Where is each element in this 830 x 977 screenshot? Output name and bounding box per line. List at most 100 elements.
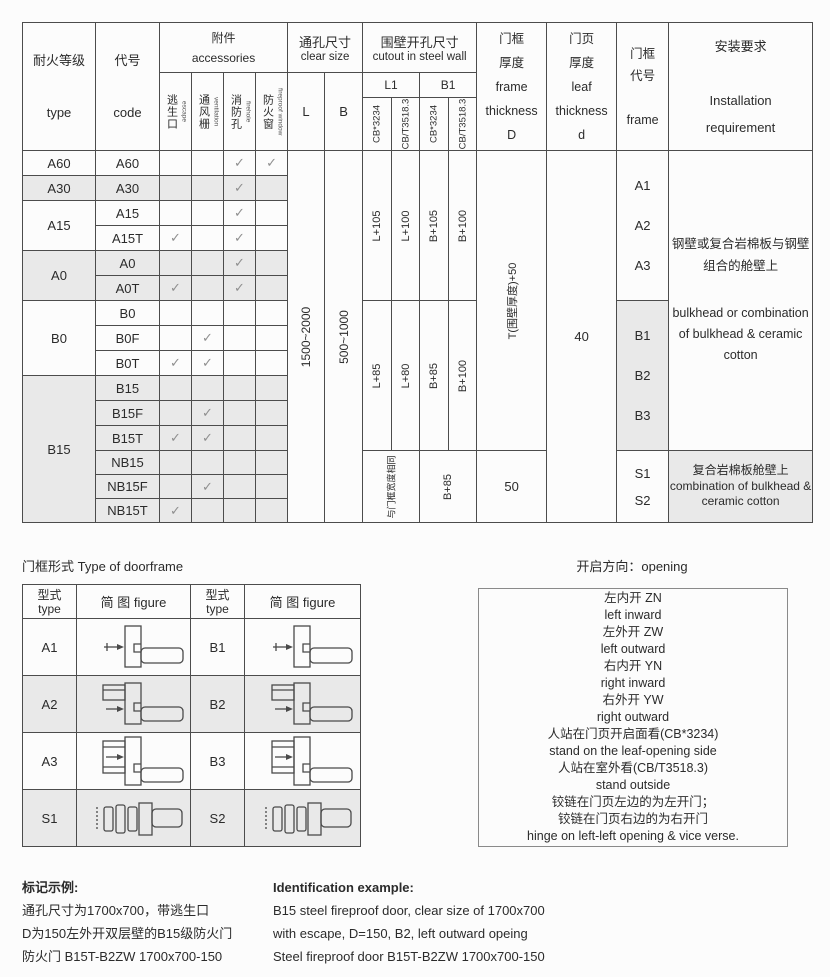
frame-b2-figure <box>244 675 361 733</box>
frames-header-figure: 简 图 figure <box>76 584 191 619</box>
opening-line: hinge on left-left opening & vice verse. <box>527 829 739 843</box>
opening-direction-box: 左内开 ZN left inward 左外开 ZW left outward 右… <box>478 588 788 847</box>
col-header-ventilation: 通风栅 ventilation <box>191 72 224 151</box>
opening-line: 左外开 ZW <box>602 625 664 639</box>
leaf-thickness-cell: 40 <box>546 150 618 523</box>
type-cell: B0 <box>22 300 96 376</box>
col-header-frame-thickness: 门框 厚度 frame thickness D <box>476 22 548 151</box>
example-zh-line: 通孔尺寸为1700x700，带逃生口 <box>22 903 210 918</box>
frame-type-label: B1 <box>190 618 245 676</box>
frame-a1-figure <box>76 618 191 676</box>
doorframe-section-title: 门框形式 Type of doorframe <box>22 559 184 574</box>
table-row: A15 A15 ✓ <box>22 200 813 251</box>
frames-header-figure: 简 图 figure <box>244 584 361 619</box>
opening-line: 铰链在门页右边的为右开门 <box>557 812 708 826</box>
frame-s1-figure <box>76 789 191 847</box>
frame-codes-s-cell: S1 S2 <box>616 450 670 523</box>
type-cell: A60 <box>22 150 96 176</box>
example-en-line: with escape, D=150, B2, left outward ope… <box>273 926 528 941</box>
opening-line: 人站在室外看(CB/T3518.3) <box>557 761 709 775</box>
opening-line: stand on the leaf-opening side <box>549 744 717 758</box>
table-row: B0T ✓ ✓ <box>23 350 813 376</box>
doorframe-table: 型式 type 简 图 figure 型式 type 简 图 figure A1… <box>22 584 361 847</box>
check-cell <box>191 150 224 176</box>
col-header-L1-std2: CB/T3518.3 <box>391 97 421 151</box>
code-cell: A0 <box>95 250 160 276</box>
frame-b3-figure <box>244 732 361 790</box>
code-cell: NB15 <box>95 450 160 475</box>
frame-a2-figure <box>76 675 191 733</box>
spec-table: 耐火等级 type 代号 code 附件 accessories 通孔尺寸 cle… <box>22 22 814 523</box>
example-zh-title: 标记示例: <box>22 880 79 895</box>
col-header-installation: 安装要求 Installation requirement <box>668 22 814 151</box>
opening-line: 人站在门页开启面看(CB*3234) <box>547 727 719 741</box>
cutout-value-cell: L+80 <box>391 300 421 451</box>
code-cell: B0T <box>95 350 160 376</box>
table-row: A30 A30 ✓ <box>22 175 813 201</box>
cutout-value-cell: B+100 <box>448 300 478 451</box>
col-header-L1: L1 <box>362 72 421 98</box>
code-cell: A15T <box>95 225 160 251</box>
opening-line: 左内开 ZN <box>604 591 662 605</box>
frame-type-label: S2 <box>190 789 245 847</box>
code-cell: A0T <box>95 275 160 301</box>
example-en-line: B15 steel fireproof door, clear size of … <box>273 903 545 918</box>
check-cell: ✓ <box>254 150 289 176</box>
col-header-L1-std1: CB*3234 <box>362 97 393 151</box>
code-cell: B0F <box>95 325 160 351</box>
cutout-value-cell: B+100 <box>448 150 478 301</box>
check-cell <box>159 150 192 176</box>
cutout-value-cell: L+105 <box>362 150 393 301</box>
frame-type-label: A3 <box>22 732 77 790</box>
code-cell: NB15F <box>95 474 160 499</box>
col-header-fireproof-window: 防火窗 fireproof window <box>254 72 289 151</box>
col-header-L: L <box>287 72 326 151</box>
frame-type-label: S1 <box>22 789 77 847</box>
opening-line: left outward <box>600 642 666 656</box>
col-header-code: 代号 code <box>95 22 160 151</box>
col-header-accessories: 附件 accessories <box>158 22 289 73</box>
col-header-fire-rating: 耐火等级 type <box>22 22 96 151</box>
example-zh-line: D为150左外开双层壁的B15级防火门 <box>22 926 233 941</box>
code-cell: B15F <box>95 400 160 426</box>
type-cell: A15 <box>22 200 96 251</box>
code-cell: B15 <box>95 375 160 401</box>
type-cell: A30 <box>22 175 96 201</box>
table-row: NB15 与门框宽度相同 B+85 50 S1 S2 复合岩棉板舱壁上 comb… <box>23 450 814 523</box>
table-row: B0 B0 L+85 L+80 B+85 B+100 B1 B2 B3 <box>22 300 813 451</box>
table-row: A0T ✓ ✓ <box>23 275 813 301</box>
cutout-B1-value-cell: B+85 <box>419 450 478 523</box>
opening-line: 右外开 YW <box>602 693 664 707</box>
type-cell: B15 <box>22 375 96 523</box>
frames-header-type: 型式 type <box>190 584 245 619</box>
col-header-cutout: 围壁开孔尺寸 cutout in steel wall <box>362 22 478 73</box>
type-cell: A0 <box>22 250 96 301</box>
col-header-B1-std2: CB/T3518.3 <box>448 97 478 151</box>
col-header-B1: B1 <box>419 72 478 98</box>
col-header-clear-size: 通孔尺寸 clear size <box>287 22 364 73</box>
installation-top-cell: 钢壁或复合岩棉板与钢壁组合的舱壁上 bulkhead or combinatio… <box>668 150 814 451</box>
cutout-value-cell: L+100 <box>391 150 421 301</box>
cutout-L1-note-cell: 与门框宽度相同 <box>362 450 421 523</box>
opening-section-title: 开启方向：opening <box>576 559 688 574</box>
table-row: A60 A60 ✓ ✓ 1500~2000 500~1000 L+105 L+1… <box>22 150 814 523</box>
code-cell: B15T <box>95 425 160 451</box>
table-row: B15T ✓ ✓ <box>23 425 813 451</box>
example-en-block: Identification example: B15 steel firepr… <box>273 876 545 968</box>
example-zh-line: 防火门 B15T-B2ZW 1700x700-150 <box>22 949 223 964</box>
installation-bottom-cell: 复合岩棉板舱壁上 combination of bulkhead & ceram… <box>668 450 814 523</box>
opening-line: 右内开 YN <box>603 659 663 673</box>
frame-type-label: A1 <box>22 618 77 676</box>
col-header-frame-code: 门框 代号 frame <box>616 22 670 151</box>
frame-type-label: B3 <box>190 732 245 790</box>
frame-codes-a-cell: A1 A2 A3 <box>616 150 670 301</box>
code-cell: A15 <box>95 200 160 226</box>
opening-line: right outward <box>596 710 670 724</box>
col-header-escape: 逃生口 escape <box>159 72 192 151</box>
cutout-value-cell: L+85 <box>362 300 393 451</box>
table-row: B15 B15 <box>22 375 813 523</box>
cutout-value-cell: B+85 <box>419 300 450 451</box>
cutout-value-cell: B+105 <box>419 150 450 301</box>
table-row: NB15F ✓ <box>23 474 813 499</box>
